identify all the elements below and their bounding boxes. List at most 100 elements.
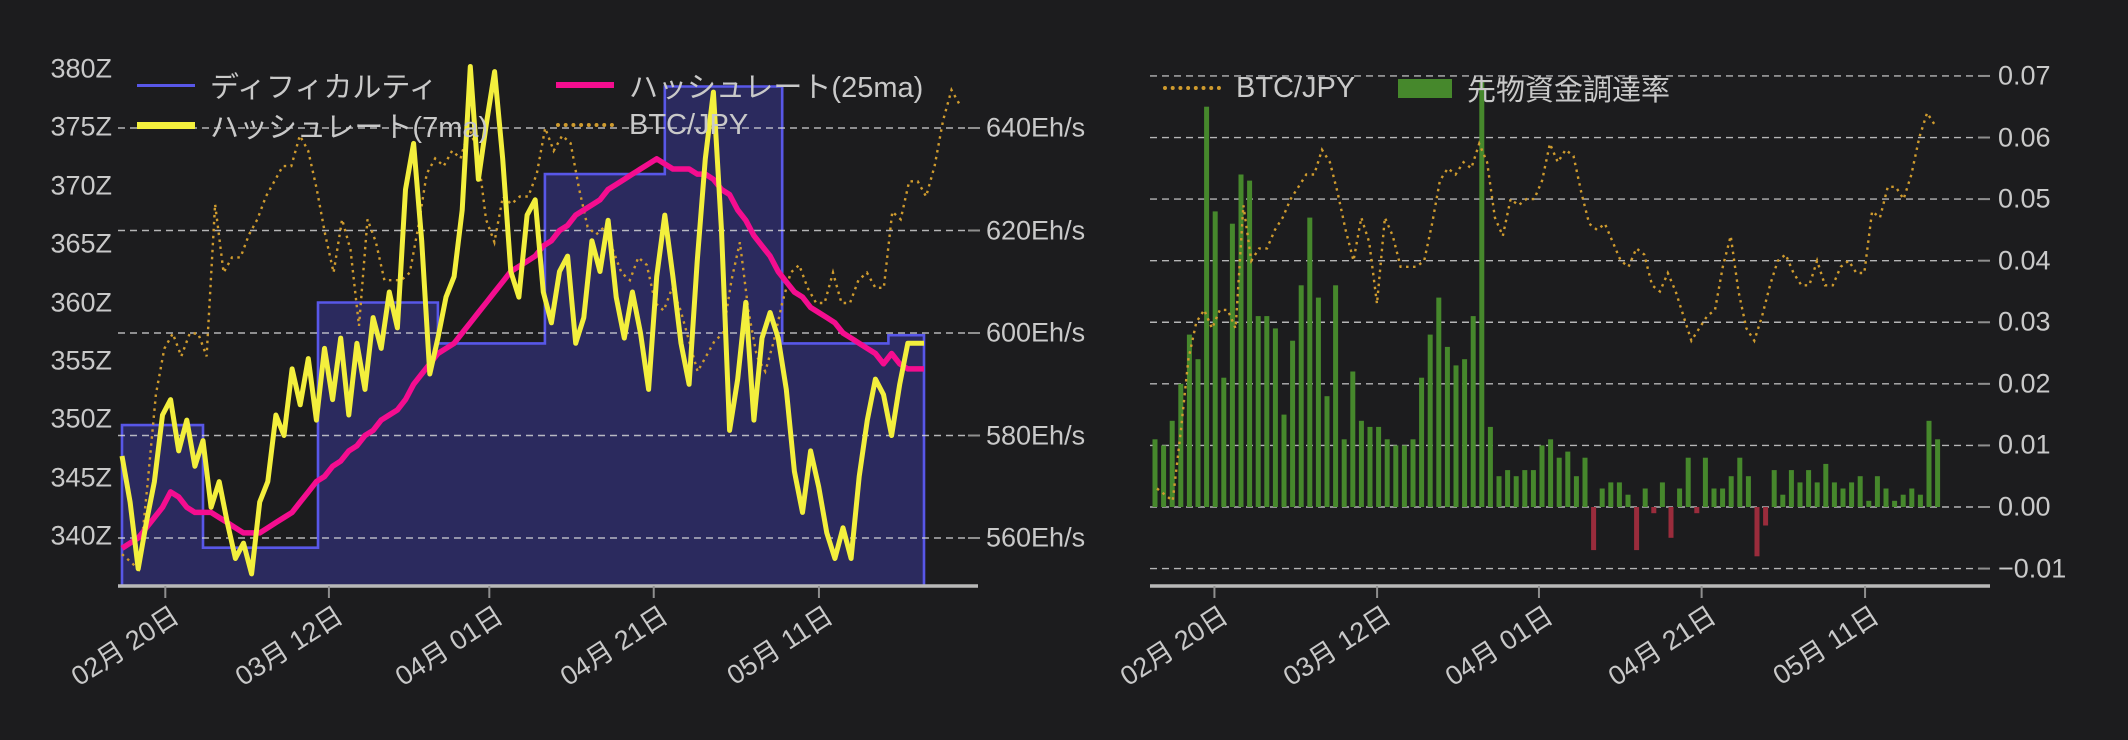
y-axis-left-label: 375Z [50, 111, 112, 142]
legend-label: ハッシュレート(25ma) [629, 72, 924, 104]
funding-bar [1616, 482, 1622, 507]
funding-bar [1315, 297, 1321, 507]
funding-bar [1556, 457, 1562, 507]
y-axis-right-label: 640Eh/s [986, 112, 1086, 143]
funding-bar [1754, 507, 1760, 557]
funding-bar [1212, 211, 1218, 507]
funding-bar [1788, 470, 1794, 507]
funding-bar [1186, 334, 1192, 507]
legend-label: BTC/JPY [1236, 71, 1356, 104]
funding-bar [1229, 223, 1235, 507]
y-axis-right-label: 0.00 [1998, 491, 2051, 522]
funding-bar [1539, 445, 1545, 507]
funding-bar [1909, 488, 1915, 507]
funding-bar [1264, 316, 1270, 507]
funding-bar [1178, 383, 1184, 507]
funding-bar [1935, 439, 1941, 507]
funding-bar [1152, 439, 1158, 507]
funding-bar [1677, 488, 1683, 507]
funding-bar [1599, 488, 1605, 507]
funding-bar [1720, 488, 1726, 507]
y-axis-right-label: 0.01 [1998, 429, 2051, 460]
funding-bar [1487, 426, 1493, 507]
funding-bar [1814, 482, 1820, 507]
funding-bar [1496, 476, 1502, 507]
legend-item-funding-rate: 先物資金調達率 [1398, 71, 1670, 107]
legend-label: ハッシュレート(7ma) [210, 112, 489, 144]
legend-label: ディフィカルティ [210, 72, 438, 104]
legend-item-btcjpy-right: BTC/JPY [1163, 71, 1355, 105]
funding-bar [1849, 482, 1855, 507]
funding-bar [1634, 507, 1640, 551]
funding-bar [1651, 507, 1657, 514]
funding-bar [1290, 340, 1296, 507]
funding-bar [1324, 396, 1330, 507]
btcjpy-dotted-swatch [1163, 86, 1221, 90]
funding-bar [1857, 476, 1863, 507]
funding-bar [1806, 470, 1812, 507]
funding-bar [1591, 507, 1597, 551]
funding-bar [1892, 500, 1898, 507]
funding-bar [1530, 470, 1536, 507]
legend-label: 先物資金調達率 [1467, 75, 1671, 107]
funding-bar [1195, 359, 1201, 507]
funding-bar [1247, 180, 1253, 507]
y-axis-left-label: 345Z [50, 462, 112, 493]
funding-bar [1522, 470, 1528, 507]
funding-bar [1376, 426, 1382, 507]
funding-bar [1505, 470, 1511, 507]
difficulty-step-area [120, 85, 926, 588]
funding-bar [1462, 359, 1468, 507]
funding-bar [1350, 371, 1356, 507]
funding-bar [1255, 316, 1261, 507]
funding-bar [1281, 414, 1287, 507]
funding-bar [1711, 488, 1717, 507]
funding-bar [1161, 445, 1167, 507]
funding-bar [1702, 457, 1708, 507]
funding-bar [1780, 494, 1786, 507]
funding-bar [1358, 420, 1364, 507]
hashrate-7ma-line [119, 64, 924, 577]
funding-bar [1771, 470, 1777, 507]
funding-bar [1874, 476, 1880, 507]
funding-bar [1419, 377, 1425, 507]
y-axis-right-label: 0.06 [1998, 122, 2051, 153]
funding-bar [1573, 476, 1579, 507]
funding-bar [1659, 482, 1665, 507]
y-axis-right-label: 600Eh/s [986, 317, 1086, 348]
funding-bar [1513, 476, 1519, 507]
funding-rate-bar-swatch [1398, 78, 1452, 98]
legend-item-hashrate-7ma: ハッシュレート(7ma) [137, 108, 488, 144]
y-axis-right-label: 0.03 [1998, 306, 2051, 337]
difficulty-line-swatch [137, 83, 195, 87]
funding-bar [1582, 457, 1588, 507]
hashrate-7ma-line-swatch [137, 121, 195, 129]
y-axis-right-label: −0.01 [1998, 553, 2067, 584]
funding-bar [1384, 439, 1390, 507]
funding-bar [1694, 507, 1700, 514]
funding-bar [1917, 494, 1923, 507]
hashrate-25ma-line-swatch [556, 82, 614, 88]
funding-bar [1866, 500, 1872, 507]
y-axis-left-label: 350Z [50, 403, 112, 434]
funding-bar [1470, 316, 1476, 507]
y-axis-right-label: 620Eh/s [986, 215, 1086, 245]
funding-bar [1221, 377, 1227, 507]
funding-bar [1367, 426, 1373, 507]
funding-bar [1453, 365, 1459, 507]
legend-item-difficulty: ディフィカルティ [137, 68, 438, 104]
funding-bar [1728, 476, 1734, 507]
y-axis-left-label: 355Z [50, 345, 112, 376]
funding-bar [1797, 482, 1803, 507]
funding-rate-bars [1152, 82, 1941, 557]
funding-bar [1401, 445, 1407, 507]
y-axis-right-label: 560Eh/s [986, 522, 1086, 553]
funding-bar [1444, 346, 1450, 507]
funding-bar [1926, 420, 1932, 507]
funding-bar [1840, 488, 1846, 507]
y-axis-right-label: 0.04 [1998, 245, 2051, 276]
funding-bar [1831, 482, 1837, 507]
btcjpy-dotted-swatch [556, 123, 614, 127]
